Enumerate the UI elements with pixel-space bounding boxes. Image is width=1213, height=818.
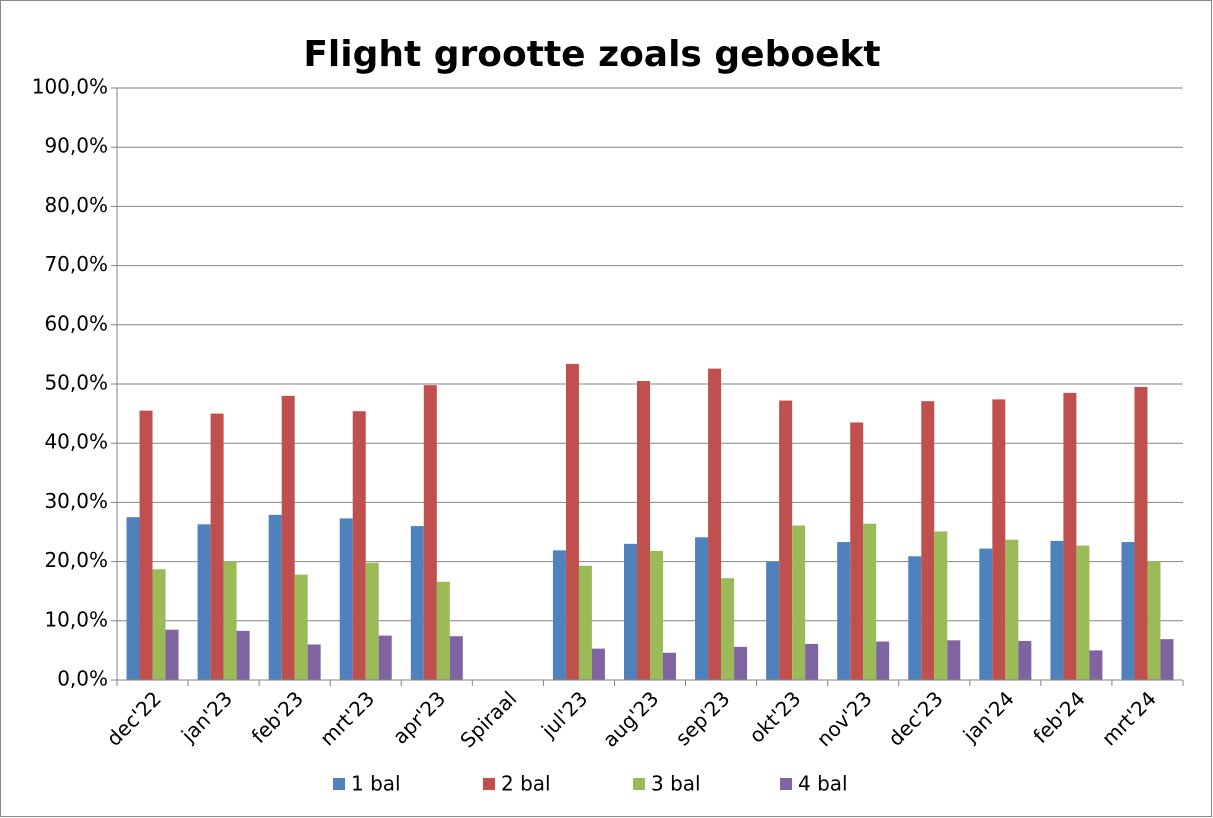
bar [1050,540,1064,680]
y-tick-label: 70,0% [44,252,108,276]
bar [197,524,211,680]
chart-title: Flight grootte zoals geboekt [303,34,880,75]
y-tick-label: 60,0% [44,311,108,335]
bar [378,635,392,680]
y-tick-label: 20,0% [44,548,108,572]
bar [223,561,237,680]
bar [565,363,579,680]
bar [850,422,864,680]
bar [139,410,153,680]
bar [352,411,366,680]
legend-label: 3 bal [651,772,701,796]
bar [650,550,663,680]
bar [979,548,993,680]
legend-label: 4 bal [798,772,848,796]
bar [734,646,748,680]
bar [1018,640,1032,680]
bar [766,561,780,680]
bar [947,640,961,680]
bar [1147,561,1161,680]
bar [837,542,851,680]
y-tick-label: 80,0% [44,193,108,217]
bar [281,395,295,680]
legend-swatch [333,778,345,790]
bar [721,578,735,680]
bar [1160,639,1174,680]
bar [805,643,819,680]
y-tick-label: 40,0% [44,430,108,454]
bar [908,556,922,680]
bar [1063,392,1077,680]
bar [779,400,793,680]
bar [1076,545,1090,680]
bar [863,523,877,680]
bar [126,517,140,680]
bar [1134,386,1148,680]
bar [152,569,166,680]
bar [339,518,353,680]
bar [365,562,379,680]
bar [695,537,709,680]
y-tick-label: 90,0% [44,134,108,158]
legend-label: 1 bal [351,772,401,796]
legend-swatch [780,778,792,790]
bar [1089,650,1103,680]
bar [1005,539,1019,680]
bar [578,565,592,680]
legend-swatch [483,778,495,790]
bar [268,514,282,680]
bar [210,413,224,680]
bar [552,550,566,680]
bar [436,581,450,680]
bar [165,629,179,680]
bar [921,401,935,680]
y-tick-label: 10,0% [44,607,108,631]
bar [423,385,437,680]
bar [307,644,321,680]
y-tick-label: 0,0% [57,667,108,691]
bar [624,543,637,680]
bar [294,574,308,680]
bar [449,636,463,680]
bar [708,368,722,680]
y-tick-label: 100,0% [32,75,108,99]
bar [992,399,1006,680]
bar [663,652,676,680]
bar [934,531,948,680]
bar [591,648,605,680]
bar [236,630,250,680]
y-tick-label: 30,0% [44,489,108,513]
bar [637,381,650,680]
bar [1121,542,1135,680]
bar [410,526,424,680]
y-tick-label: 50,0% [44,371,108,395]
bar [876,641,890,680]
legend-label: 2 bal [501,772,551,796]
legend-swatch [633,778,645,790]
bar [792,525,806,680]
